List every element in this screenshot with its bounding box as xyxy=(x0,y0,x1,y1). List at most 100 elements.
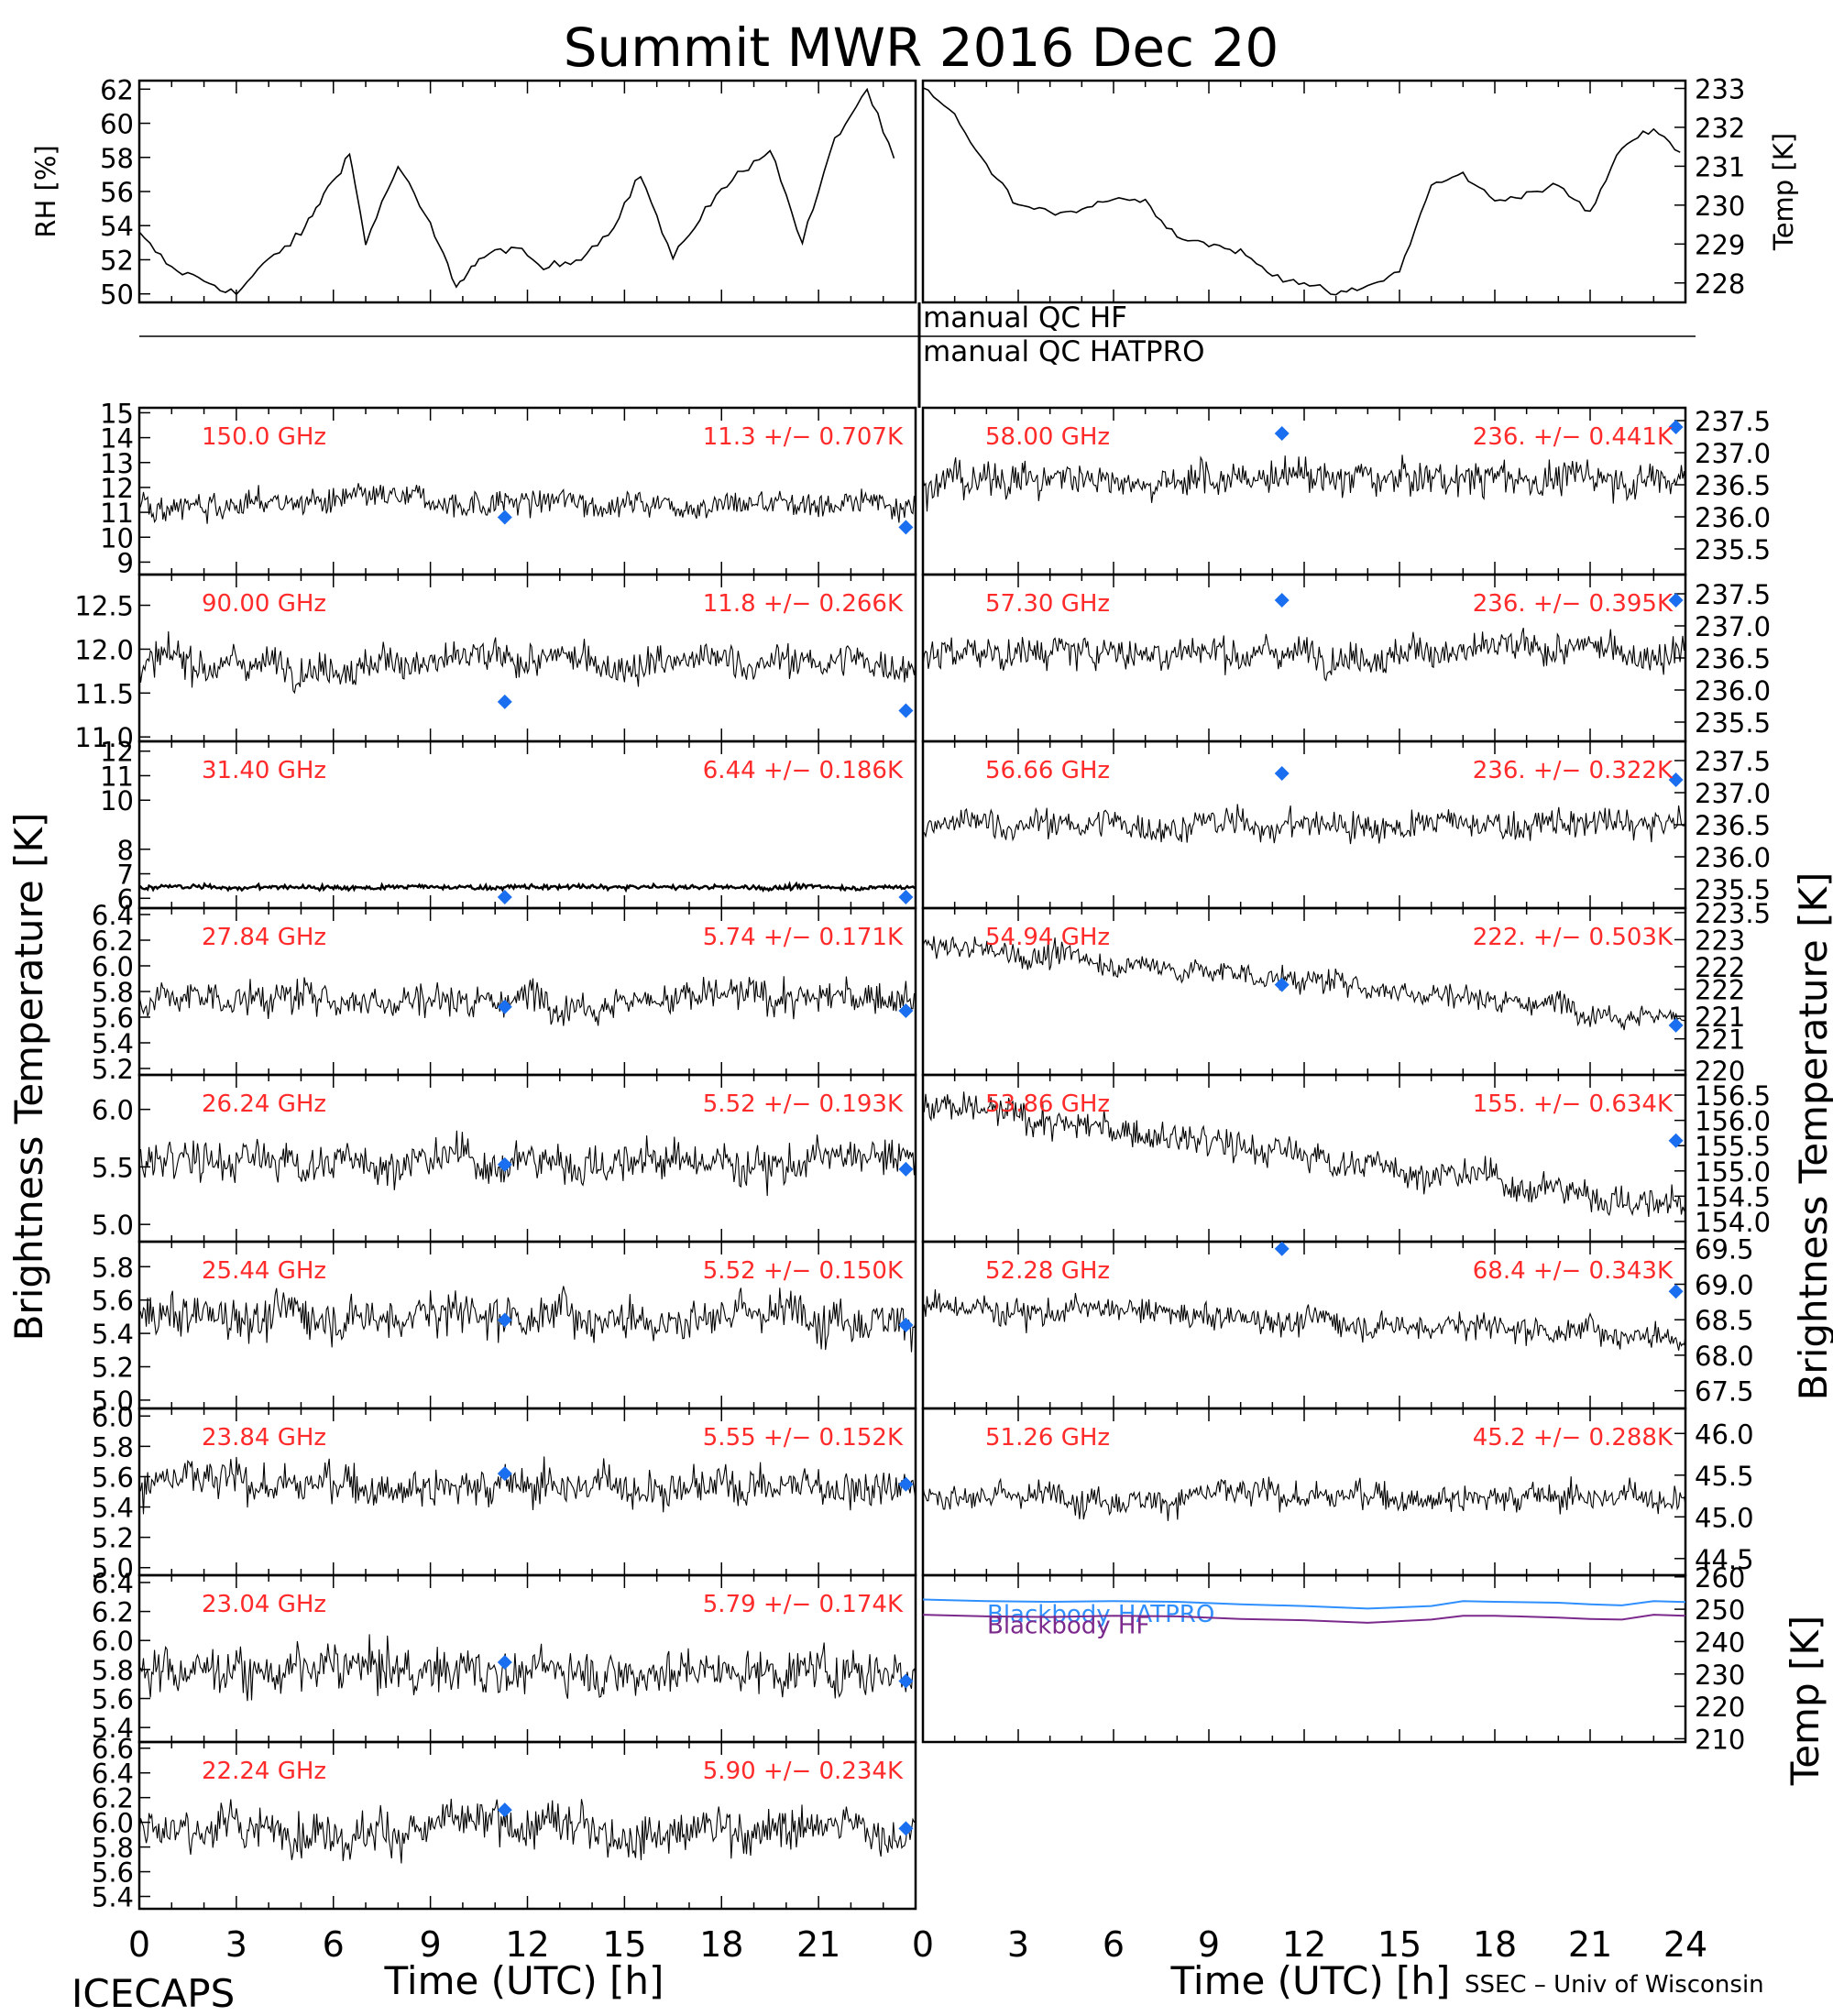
panel-rh-frame xyxy=(137,79,917,304)
panel-31-4-ytick-label: 10 xyxy=(100,785,134,816)
panel-bb-ytick-label: 260 xyxy=(1695,1562,1745,1594)
panel-150-ytick-label: 14 xyxy=(100,423,134,455)
panel-56-66-sounding-point-1 xyxy=(1668,772,1684,787)
panel-27-84-ytick-label: 6.4 xyxy=(92,900,134,931)
panel-53-86-frequency-label: 53.86 GHz xyxy=(985,1090,1110,1118)
panel-temp-ytick-label: 229 xyxy=(1695,229,1745,260)
right-x-tick-label: 0 xyxy=(912,1924,934,1965)
panel-rh-series-line xyxy=(138,87,895,296)
panel-58-sounding-point-1 xyxy=(1668,420,1684,434)
panel-57-3-frequency-label: 57.30 GHz xyxy=(985,590,1110,618)
panel-27-84-sounding-point-1 xyxy=(898,1003,914,1018)
panel-27-84-ytick-label: 5.2 xyxy=(92,1054,134,1085)
x-axis-label-right: Time (UTC) [h] xyxy=(1170,1958,1451,2003)
panel-31-4-ytick-label: 11 xyxy=(100,761,134,792)
left-x-tick-label: 21 xyxy=(796,1924,840,1965)
panel-bb-series-0 xyxy=(922,1598,1686,1610)
footer-right: SSEC – Univ of Wisconsin xyxy=(1465,1971,1764,1999)
brightness-temperature-right-label: Brightness Temperature [K] xyxy=(1791,872,1833,1401)
panel-58-ytick-label: 237.0 xyxy=(1695,438,1771,469)
panel-23-04-sounding-point-0 xyxy=(497,1654,512,1670)
panel-27-84-ytick-label: 5.4 xyxy=(92,1028,134,1059)
panel-25-44-frequency-label: 25.44 GHz xyxy=(202,1257,326,1285)
panel-90-frequency-label: 90.00 GHz xyxy=(202,590,326,618)
panel-53-86-ytick-label: 155.0 xyxy=(1695,1156,1771,1188)
panel-56-66-frequency-label: 56.66 GHz xyxy=(985,757,1110,784)
panel-26-24-ytick-label: 5.5 xyxy=(92,1152,134,1183)
panel-150-stat-label: 11.3 +/− 0.707K xyxy=(703,423,904,451)
panel-52-28-ytick-label: 68.0 xyxy=(1695,1341,1754,1372)
panel-54-94-ytick-label: 222 xyxy=(1695,975,1745,1006)
panel-52-28-series-line xyxy=(922,1289,1686,1351)
panel-150-ytick-label: 12 xyxy=(100,473,134,504)
figure-title: Summit MWR 2016 Dec 20 xyxy=(564,16,1279,79)
panel-54-94-ytick-label: 222 xyxy=(1695,952,1745,983)
panel-51-26-ytick-label: 45.0 xyxy=(1695,1502,1754,1533)
panel-27-84-ytick-label: 6.2 xyxy=(92,926,134,957)
panel-26-24-series-line xyxy=(138,1130,916,1197)
left-x-tick-label: 6 xyxy=(323,1924,345,1965)
panel-53-86-series-line xyxy=(922,1091,1686,1218)
panel-57-3-ytick-label: 236.5 xyxy=(1695,643,1771,674)
panel-90-ytick-label: 12.0 xyxy=(74,634,134,665)
panel-rh-ytick-label: 52 xyxy=(100,245,134,276)
panel-rh-ytick-label: 50 xyxy=(100,279,134,311)
panel-23-84-ytick-label: 5.2 xyxy=(92,1523,134,1554)
panel-27-84-ytick-label: 5.8 xyxy=(92,977,134,1008)
panel-27-84-series-line xyxy=(138,976,916,1026)
panel-temp-ytick-label: 233 xyxy=(1695,73,1745,104)
panel-52-28-ytick-label: 69.5 xyxy=(1695,1234,1754,1265)
panel-bb-ytick-label: 240 xyxy=(1695,1627,1745,1658)
panel-23-04-series-line xyxy=(138,1634,916,1702)
panel-22-24-frequency-label: 22.24 GHz xyxy=(202,1758,326,1785)
panel-56-66-ytick-label: 236.5 xyxy=(1695,810,1771,841)
right-x-tick-label: 18 xyxy=(1473,1924,1517,1965)
panel-25-44-stat-label: 5.52 +/− 0.150K xyxy=(703,1257,904,1285)
panel-57-3-ytick-label: 235.5 xyxy=(1695,707,1771,739)
panel-bb-legend-1: Blackbody HF xyxy=(987,1613,1149,1640)
panel-51-26-ytick-label: 46.0 xyxy=(1695,1419,1754,1450)
panel-bb-ylabel: Temp [K] xyxy=(1783,1616,1828,1787)
panel-53-86-ytick-label: 156.5 xyxy=(1695,1080,1771,1112)
panel-150-ytick-label: 10 xyxy=(100,522,134,553)
panel-52-28-frequency-label: 52.28 GHz xyxy=(985,1257,1110,1285)
panel-52-28-ytick-label: 69.0 xyxy=(1695,1269,1754,1300)
panel-23-84-sounding-point-0 xyxy=(497,1466,512,1482)
panel-56-66-stat-label: 236. +/− 0.322K xyxy=(1473,757,1674,784)
panel-22-24-ytick-label: 6.0 xyxy=(92,1808,134,1839)
panel-25-44-sounding-point-0 xyxy=(497,1312,512,1328)
panel-23-84-series-line xyxy=(138,1456,916,1515)
panel-22-24-ytick-label: 5.6 xyxy=(92,1857,134,1889)
qc-hf-label: manual QC HF xyxy=(923,301,1127,334)
left-x-tick-label: 9 xyxy=(420,1924,442,1965)
panel-90-stat-label: 11.8 +/− 0.266K xyxy=(703,590,904,618)
panel-23-84-ytick-label: 5.4 xyxy=(92,1493,134,1524)
panel-56-66-series-line xyxy=(922,804,1686,845)
panel-23-04-sounding-point-1 xyxy=(898,1673,914,1689)
panel-27-84-ytick-label: 5.6 xyxy=(92,1003,134,1034)
panel-58-sounding-point-0 xyxy=(1274,426,1290,441)
left-x-tick-label: 0 xyxy=(128,1924,150,1965)
panel-54-94-stat-label: 222. +/− 0.503K xyxy=(1473,924,1674,951)
panel-22-24-ytick-label: 5.8 xyxy=(92,1833,134,1864)
panel-25-44-ytick-label: 5.2 xyxy=(92,1353,134,1384)
panel-56-66-ytick-label: 237.0 xyxy=(1695,778,1771,809)
panel-54-94-ytick-label: 220 xyxy=(1695,1056,1745,1087)
panel-52-28-stat-label: 68.4 +/− 0.343K xyxy=(1473,1257,1674,1285)
panel-23-04-frequency-label: 23.04 GHz xyxy=(202,1591,326,1618)
panel-54-94-ytick-label: 223.5 xyxy=(1695,898,1771,929)
panel-22-24-sounding-point-1 xyxy=(898,1821,914,1836)
x-axis-label-left: Time (UTC) [h] xyxy=(384,1958,664,2003)
panel-bb-ytick-label: 210 xyxy=(1695,1724,1745,1755)
right-x-tick-label: 6 xyxy=(1103,1924,1125,1965)
panel-90-ytick-label: 12.5 xyxy=(74,591,134,622)
panel-bb-ytick-label: 230 xyxy=(1695,1660,1745,1691)
panel-22-24-series-line xyxy=(138,1798,916,1864)
panel-31-4-stat-label: 6.44 +/− 0.186K xyxy=(703,757,904,784)
panel-temp-ylabel: Temp [K] xyxy=(1768,133,1799,251)
brightness-temperature-left-label: Brightness Temperature [K] xyxy=(6,813,51,1342)
panel-bb-legend-0: Blackbody HATPRO xyxy=(987,1601,1214,1628)
panel-57-3-ytick-label: 236.0 xyxy=(1695,675,1771,707)
panel-26-24-ytick-label: 6.0 xyxy=(92,1095,134,1126)
panel-temp-frame xyxy=(921,79,1687,304)
